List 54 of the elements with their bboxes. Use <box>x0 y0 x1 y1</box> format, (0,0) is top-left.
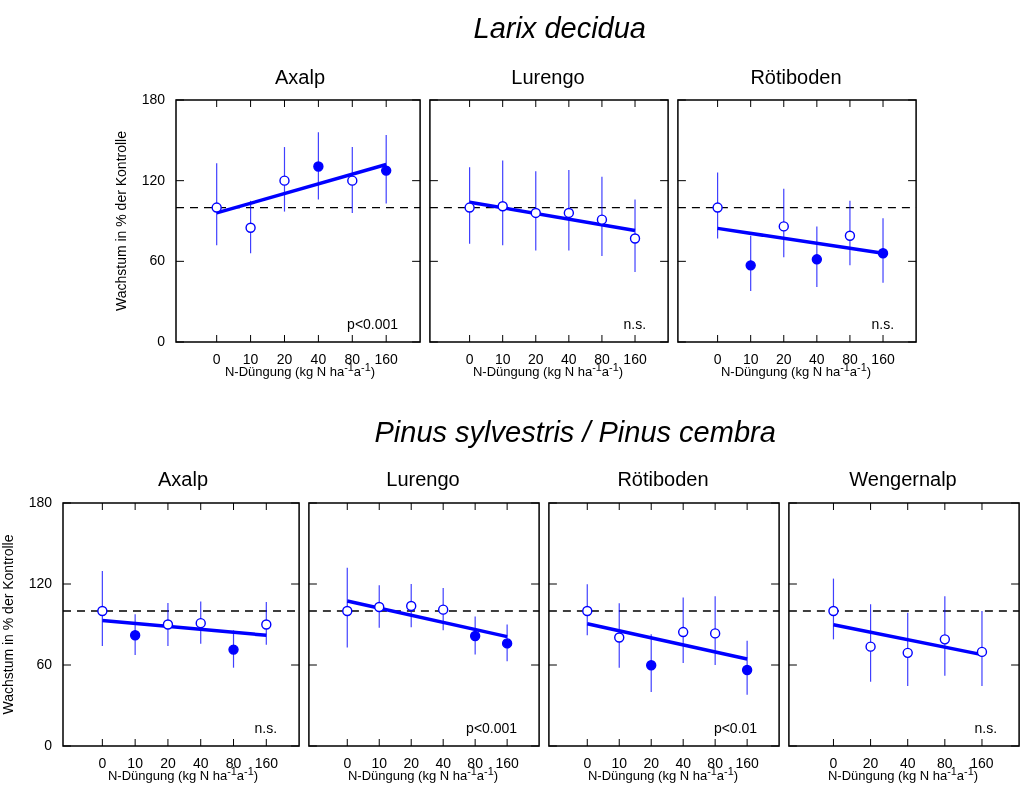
x-tick-label: 0 <box>465 351 474 368</box>
annotation: n.s. <box>974 719 998 736</box>
x-tick-label: 160 <box>254 755 279 772</box>
chart-subtitle: Axalp <box>157 468 209 491</box>
x-tick-label: 40 <box>561 351 577 368</box>
x-tick-label: 20 <box>527 351 544 368</box>
x-tick-label: 40 <box>675 755 692 772</box>
y-axis-title: Wachstum in % der Kontrolle <box>113 130 130 311</box>
chart-subtitle: Lurengo <box>385 468 461 491</box>
x-tick-label: 160 <box>623 351 647 368</box>
x-tick-label: 20 <box>775 351 792 368</box>
y-tick-label: 60 <box>149 252 166 269</box>
chart-subtitle: Lurengo <box>510 66 586 89</box>
y-tick-label: 180 <box>28 493 53 510</box>
x-tick-label: 40 <box>310 351 327 368</box>
x-tick-label: 20 <box>862 755 879 772</box>
x-tick-label: 0 <box>343 755 352 772</box>
x-tick-label: 40 <box>192 755 209 772</box>
chart-subtitle: Rötiboden <box>749 66 843 89</box>
x-tick-label: 20 <box>276 351 293 368</box>
chart-subtitle: Wengernalp <box>848 468 958 491</box>
x-tick-label: 160 <box>735 755 760 772</box>
chart-subtitle: Rötiboden <box>616 468 710 491</box>
y-axis-title: Wachstum in % der Kontrolle <box>0 534 17 715</box>
x-tick-label: 10 <box>371 755 388 772</box>
chart-title: Larix decidua <box>473 12 646 45</box>
x-tick-label: 20 <box>160 755 176 772</box>
x-tick-label: 40 <box>899 755 916 772</box>
annotation: p<0.001 <box>347 315 399 332</box>
y-tick-label: 180 <box>141 90 166 107</box>
x-tick-label: 0 <box>713 351 722 368</box>
x-tick-label: 20 <box>403 755 420 772</box>
annotation: n.s. <box>623 315 647 332</box>
annotation: n.s. <box>871 315 895 332</box>
y-tick-label: 120 <box>28 574 53 591</box>
chart-title: Pinus sylvestris / Pinus cembra <box>374 416 776 449</box>
x-tick-label: 40 <box>809 351 825 368</box>
x-tick-label: 40 <box>435 755 452 772</box>
chart-subtitle: Axalp <box>274 66 326 89</box>
annotation: p<0.001 <box>466 719 518 736</box>
x-tick-label: 160 <box>374 351 399 368</box>
x-tick-label: 0 <box>583 755 592 772</box>
y-tick-label: 0 <box>157 332 166 349</box>
annotation: p<0.01 <box>713 719 758 736</box>
y-tick-label: 0 <box>44 736 53 753</box>
x-tick-label: 20 <box>643 755 660 772</box>
x-tick-label: 160 <box>495 755 520 772</box>
x-tick-label: 0 <box>98 755 107 772</box>
x-tick-label: 160 <box>871 351 895 368</box>
x-tick-label: 10 <box>611 755 628 772</box>
y-tick-label: 120 <box>141 171 166 188</box>
annotation: n.s. <box>254 719 278 736</box>
y-tick-label: 60 <box>36 655 53 672</box>
x-tick-label: 0 <box>212 351 221 368</box>
